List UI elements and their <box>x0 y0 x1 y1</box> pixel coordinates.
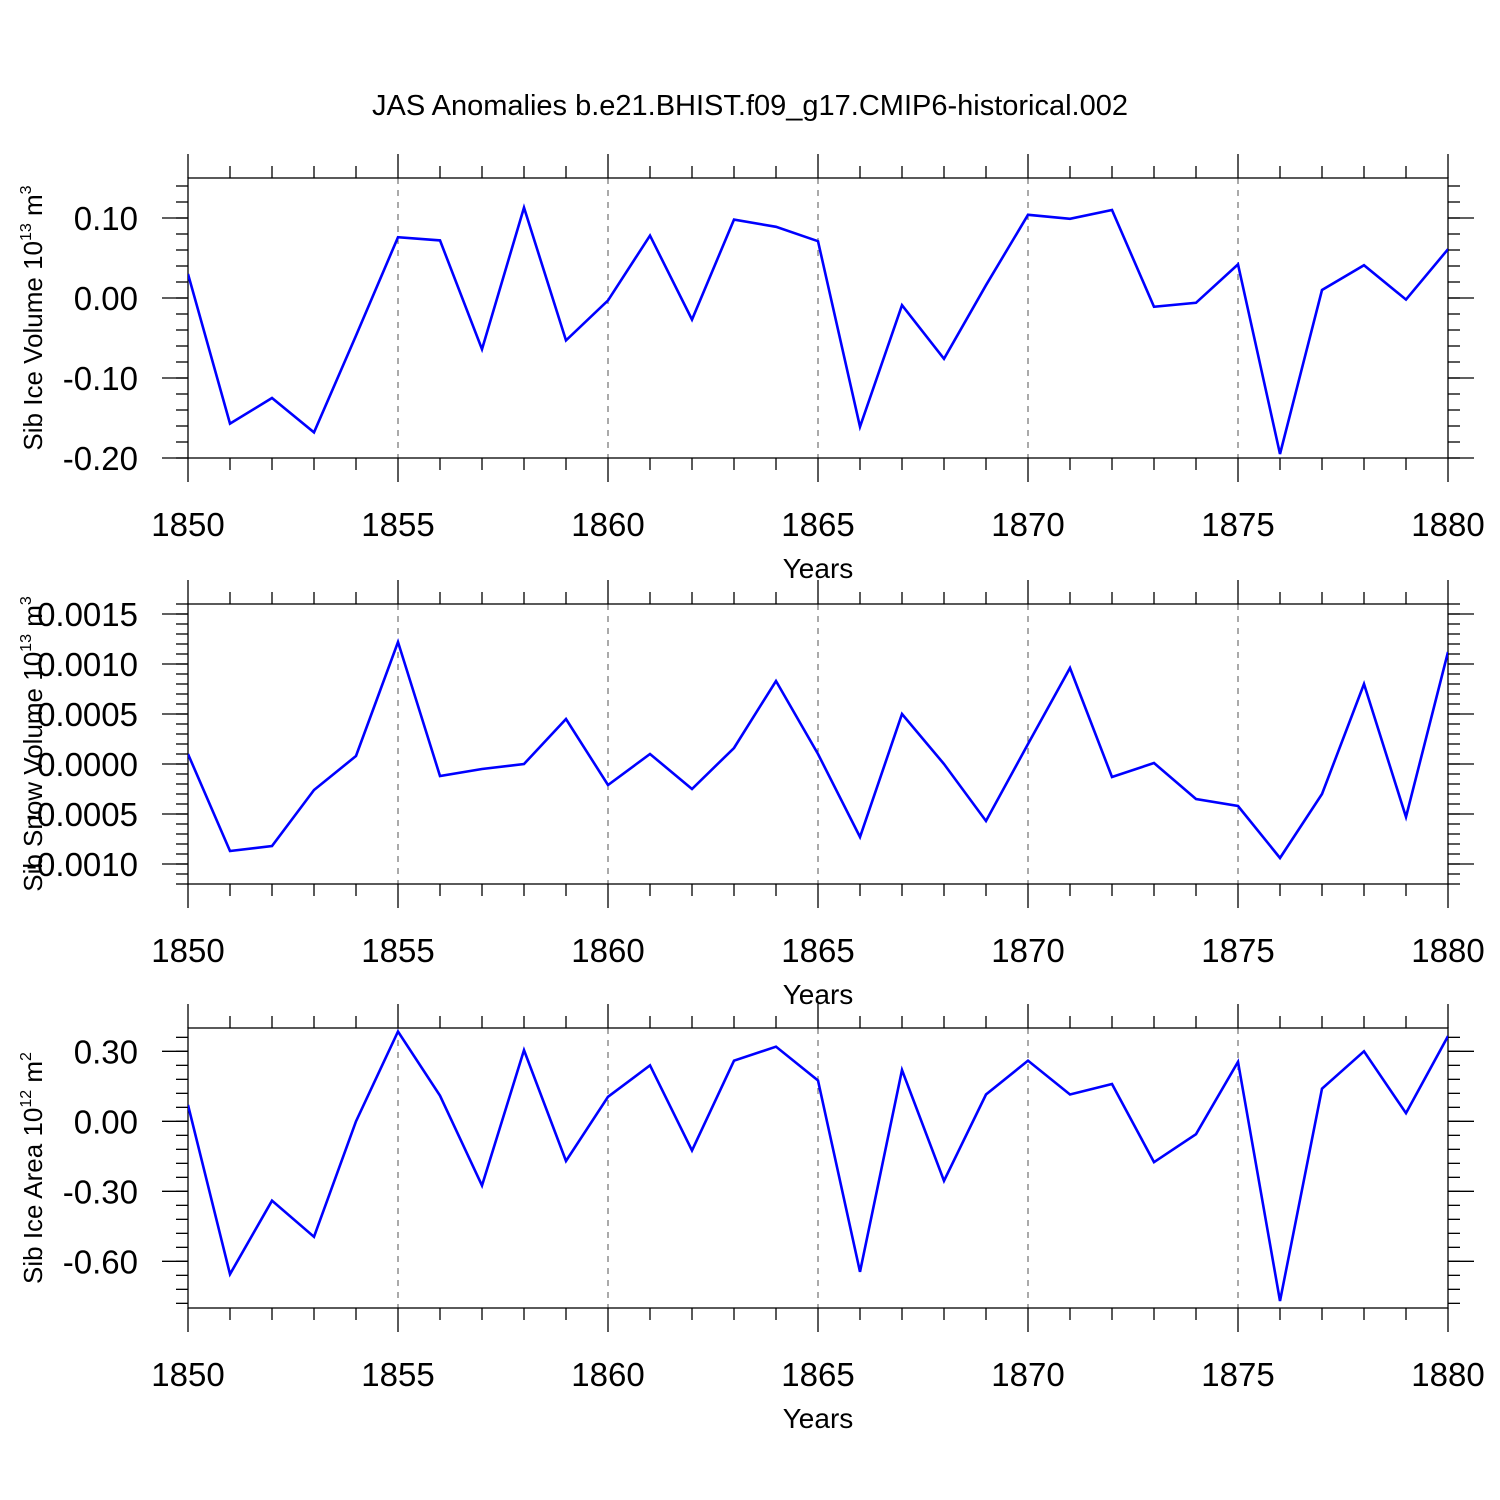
y-tick-label: 0.10 <box>74 200 138 237</box>
x-tick-label: 1860 <box>571 506 644 543</box>
x-tick-label: 1870 <box>991 1356 1064 1393</box>
data-series-line <box>188 1028 1448 1302</box>
x-axis-title: Years <box>783 553 854 584</box>
x-tick-label: 1875 <box>1201 932 1274 969</box>
y-tick-label: -0.0005 <box>26 796 138 833</box>
x-tick-label: 1855 <box>361 932 434 969</box>
y-tick-label: 0.30 <box>74 1033 138 1070</box>
x-tick-label: 1880 <box>1411 1356 1484 1393</box>
y-tick-label: -0.0010 <box>26 846 138 883</box>
x-tick-label: 1870 <box>991 506 1064 543</box>
x-tick-label: 1850 <box>151 506 224 543</box>
y-tick-label: -0.10 <box>63 360 138 397</box>
panels: 1850 1855 1860 1865 1870 1875 1880 Years -0.20 -0… <box>18 154 1485 1434</box>
x-tick-label: 1860 <box>571 1356 644 1393</box>
x-axis-title: Years <box>783 1403 854 1434</box>
y-axis-title: Sib Ice Volume 1013 m3 <box>18 185 48 450</box>
y-tick-label: -0.30 <box>63 1173 138 1210</box>
data-series-line <box>188 637 1448 861</box>
x-tick-label: 1860 <box>571 932 644 969</box>
y-tick-label: 0.0005 <box>37 696 138 733</box>
y-tick-label: 0.00 <box>74 1103 138 1140</box>
data-series-line <box>188 203 1448 455</box>
y-tick-label: 0.0010 <box>37 646 138 683</box>
x-tick-label: 1855 <box>361 506 434 543</box>
panel-2: 1850 1855 1860 1865 1870 1875 1880Years-0.0010… <box>18 580 1485 1010</box>
x-tick-label: 1855 <box>361 1356 434 1393</box>
x-tick-label: 1865 <box>781 1356 854 1393</box>
x-tick-label: 1865 <box>781 506 854 543</box>
y-tick-label: 0.0000 <box>37 746 138 783</box>
panel-1: 1850 1855 1860 1865 1870 1875 1880 Years -0.20 -0… <box>18 154 1485 584</box>
y-tick-label: -0.20 <box>63 440 138 477</box>
y-axis-title: Sib Snow Volume 1013 m3 <box>18 596 48 892</box>
y-tick-label: 0.0015 <box>37 596 138 633</box>
x-tick-label: 1875 <box>1201 1356 1274 1393</box>
x-tick-label: 1870 <box>991 932 1064 969</box>
x-tick-label: 1875 <box>1201 506 1274 543</box>
y-axis-title: Sib Ice Area 1012 m2 <box>18 1052 48 1284</box>
x-tick-label: 1850 <box>151 932 224 969</box>
figure-title: JAS Anomalies b.e21.BHIST.f09_g17.CMIP6-… <box>372 90 1128 122</box>
x-tick-label: 1880 <box>1411 932 1484 969</box>
y-tick-label: 0.00 <box>74 280 138 317</box>
panel-3: 1850 1855 1860 1865 1870 1875 1880 Years -0.60 -0… <box>18 1004 1485 1434</box>
x-tick-label: 1880 <box>1411 506 1484 543</box>
x-tick-label: 1850 <box>151 1356 224 1393</box>
x-tick-label: 1865 <box>781 932 854 969</box>
y-tick-label: -0.60 <box>63 1243 138 1280</box>
